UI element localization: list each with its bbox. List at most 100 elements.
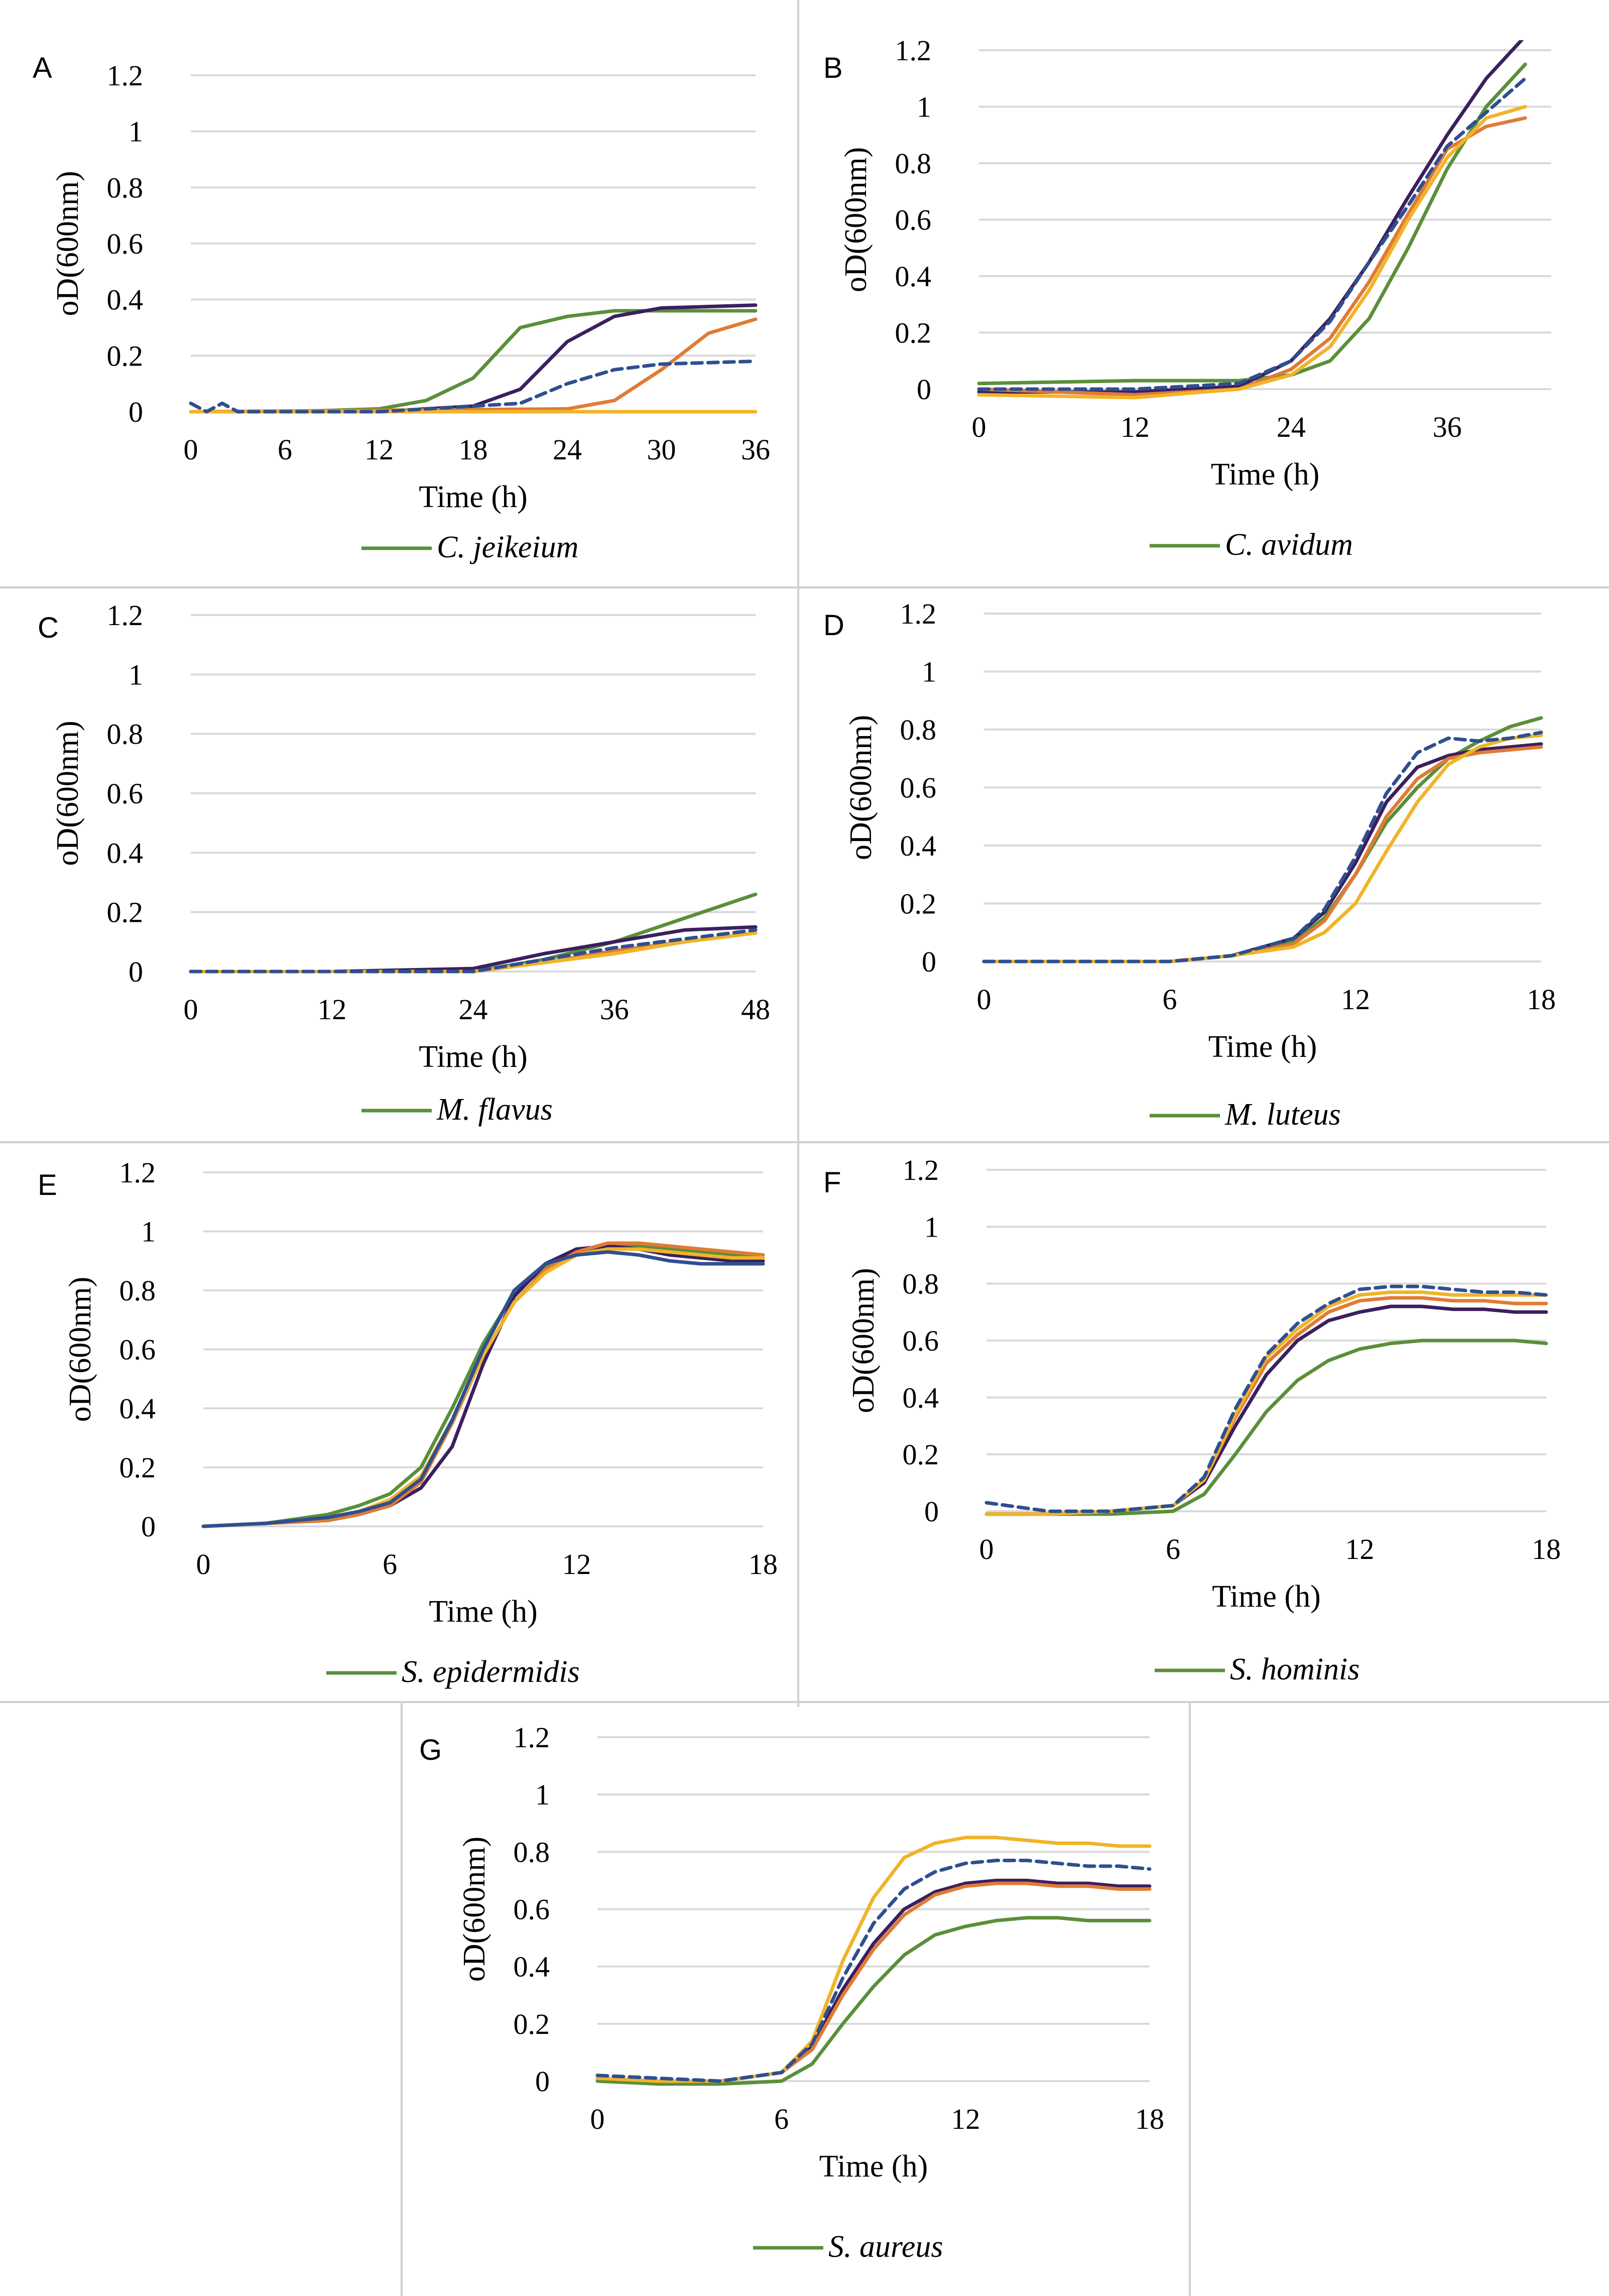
- y-axis-title: oD(600nm): [51, 171, 85, 316]
- series-line-orange: [189, 931, 758, 974]
- x-tick-label: 6: [774, 2103, 789, 2135]
- y-tick-label: 0.8: [107, 171, 144, 204]
- series-line-orange: [984, 1296, 1548, 1516]
- y-tick-label: 0: [535, 2065, 550, 2098]
- panel-letter: C: [38, 612, 59, 644]
- y-tick-label: 0: [917, 373, 931, 406]
- series-line-orange: [595, 1881, 1152, 2083]
- series-line-yellow: [982, 734, 1543, 963]
- y-tick-label: 1.2: [903, 1154, 939, 1186]
- y-tick-label: 0.2: [903, 1438, 939, 1471]
- chart-panel-a: A 0 0.2 0.4 0.6 0.8 1 1.2 0 6 12 18 24 30 36 Time (h) oD…: [33, 52, 770, 564]
- x-tick-label: 12: [364, 433, 394, 466]
- panel-letter: B: [823, 52, 843, 84]
- series-line-green: [201, 1244, 765, 1528]
- x-axis-title: Time (h): [429, 1595, 537, 1629]
- y-tick-label: 0.8: [514, 1836, 550, 1868]
- y-tick-label: 0.4: [514, 1951, 550, 1983]
- series-line-orange: [201, 1241, 765, 1528]
- y-axis-title: oD(600nm): [63, 1277, 97, 1422]
- series-line-purple: [189, 303, 758, 414]
- x-tick-label: 0: [977, 983, 992, 1016]
- y-tick-label: 1.2: [895, 34, 932, 67]
- y-tick-label: 1: [141, 1216, 156, 1248]
- series-line-blue-dashed: [595, 1859, 1152, 2083]
- x-tick-label: 0: [184, 433, 198, 466]
- panel-letter: F: [823, 1166, 841, 1199]
- series-line-blue-dashed: [977, 76, 1527, 391]
- y-tick-label: 0.8: [895, 147, 932, 180]
- chart-panel-g: G 0 0.2 0.4 0.6 0.8 1 1.2 0 6 12 18 Time (h) oD(600nm…: [419, 1721, 1164, 2264]
- y-tick-label: 0.6: [514, 1893, 550, 1926]
- x-tick-label: 24: [459, 993, 488, 1026]
- y-tick-label: 0.6: [903, 1324, 939, 1357]
- x-tick-label: 0: [590, 2103, 605, 2135]
- y-axis-title: oD(600nm): [846, 1268, 881, 1413]
- chart-panel-e: E 0 0.2 0.4 0.6 0.8 1 1.2 0 6 12 18 Time (h) oD(600nm…: [38, 1156, 778, 1689]
- series-line-orange: [977, 116, 1527, 397]
- y-tick-label: 1: [129, 115, 143, 148]
- chart-panel-d: D 0 0.2 0.4 0.6 0.8 1 1.2 0 6 12 18 Time (h) oD(600nm…: [823, 597, 1556, 1132]
- series-line-orange: [982, 745, 1543, 963]
- x-tick-label: 12: [317, 993, 346, 1026]
- y-axis-title: oD(600nm): [844, 715, 878, 860]
- x-axis-title: Time (h): [419, 480, 527, 514]
- legend-label: S. aureus: [828, 2230, 943, 2264]
- y-tick-label: 0.8: [119, 1274, 156, 1307]
- y-tick-label: 0.4: [903, 1381, 939, 1414]
- panel-letter: A: [33, 52, 52, 84]
- y-tick-label: 1: [917, 91, 931, 124]
- y-tick-label: 0: [141, 1510, 156, 1543]
- panel-letter: D: [823, 609, 844, 642]
- y-axis-title: oD(600nm): [457, 1837, 491, 1982]
- x-tick-label: 12: [1345, 1533, 1374, 1565]
- x-tick-label: 12: [1341, 983, 1370, 1016]
- panel-letter: E: [38, 1169, 57, 1201]
- x-tick-label: 36: [741, 433, 770, 466]
- y-tick-label: 0: [924, 1495, 939, 1528]
- y-tick-label: 0.6: [119, 1334, 156, 1366]
- series-line-yellow: [984, 1290, 1548, 1516]
- y-tick-label: 0: [129, 955, 143, 988]
- y-tick-label: 0.4: [107, 836, 144, 869]
- y-tick-label: 0.6: [107, 777, 144, 810]
- x-tick-label: 18: [459, 433, 488, 466]
- y-tick-label: 1.2: [107, 599, 144, 632]
- series-line-purple: [189, 925, 758, 974]
- y-tick-label: 1: [922, 656, 936, 688]
- y-tick-label: 0.8: [903, 1268, 939, 1300]
- y-tick-label: 0: [922, 945, 936, 978]
- x-axis-title: Time (h): [1212, 1580, 1320, 1614]
- x-tick-label: 48: [741, 993, 770, 1026]
- legend-label: S. epidermidis: [402, 1655, 580, 1689]
- x-tick-label: 18: [749, 1548, 778, 1581]
- x-axis-title: Time (h): [419, 1040, 527, 1074]
- y-tick-label: 1: [924, 1211, 939, 1243]
- y-axis-title: oD(600nm): [839, 147, 873, 292]
- series-line-blue-dashed: [984, 1284, 1548, 1513]
- series-line-purple: [977, 40, 1524, 394]
- chart-panel-c: C 0 0.2 0.4 0.6 0.8 1 1.2 0 12 24 36 48 Time (h) oD(60…: [38, 599, 770, 1127]
- y-tick-label: 0.2: [107, 339, 144, 372]
- series-line-green: [977, 62, 1527, 386]
- legend-label: C. avidum: [1225, 528, 1353, 562]
- x-tick-label: 0: [196, 1548, 211, 1581]
- series-line-yellow: [977, 105, 1527, 400]
- x-tick-label: 6: [278, 433, 292, 466]
- y-tick-label: 1.2: [119, 1156, 156, 1189]
- y-tick-label: 0.8: [900, 713, 937, 746]
- x-tick-label: 6: [1166, 1533, 1180, 1565]
- x-tick-label: 24: [553, 433, 582, 466]
- y-tick-label: 1.2: [514, 1721, 550, 1754]
- y-tick-label: 0.6: [107, 227, 144, 260]
- series-line-blue-dashed: [982, 731, 1543, 963]
- series-line-blue-dashed: [189, 359, 758, 414]
- x-tick-label: 30: [647, 433, 676, 466]
- y-tick-label: 0.2: [119, 1452, 156, 1484]
- x-tick-label: 36: [1433, 411, 1462, 443]
- x-tick-label: 12: [562, 1548, 591, 1581]
- x-tick-label: 0: [972, 411, 986, 443]
- y-tick-label: 1.2: [900, 597, 937, 630]
